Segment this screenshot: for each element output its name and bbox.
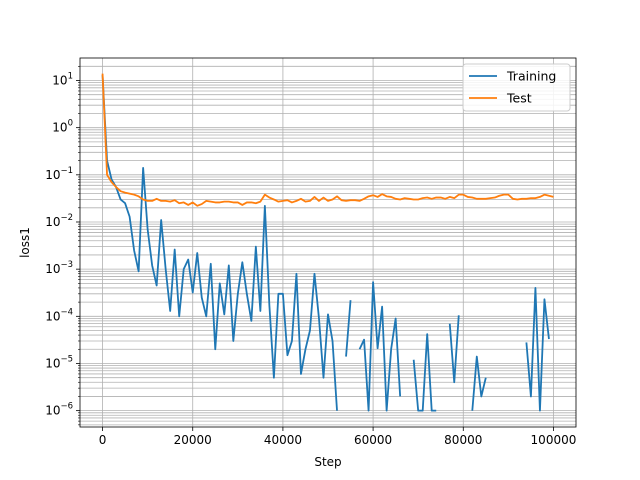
- y-tick-label-exponent: −1: [60, 166, 73, 176]
- major-grid: [80, 58, 576, 427]
- y-tick-label: 10−3: [45, 260, 73, 276]
- x-tick-label: 0: [99, 433, 107, 447]
- x-tick-label: 80000: [444, 433, 482, 447]
- series-line-training: [345, 300, 352, 357]
- y-tick-label-exponent: 0: [68, 119, 73, 129]
- x-axis: 0 20000 40000 60000 80000 100000: [99, 427, 577, 447]
- series-line-training: [101, 75, 338, 411]
- series-line-training: [525, 287, 550, 412]
- y-tick-label: 10−4: [45, 307, 73, 323]
- series-line-training: [358, 281, 402, 412]
- y-tick-label-exponent: −4: [60, 307, 73, 317]
- y-tick-label-exponent: −3: [60, 260, 73, 270]
- y-tick-label: 10−2: [45, 213, 73, 229]
- series-line-training: [412, 333, 437, 412]
- y-tick-label-exponent: −6: [60, 402, 73, 412]
- y-tick-label: 100: [52, 119, 73, 135]
- y-tick-label: 10−6: [45, 402, 73, 418]
- y-tick-label-base: 10: [45, 168, 60, 182]
- x-tick-label: 40000: [264, 433, 302, 447]
- series-line-training: [471, 355, 487, 411]
- x-tick-label: 20000: [174, 433, 212, 447]
- y-tick-label-base: 10: [52, 121, 67, 135]
- y-tick-label-base: 10: [52, 74, 67, 88]
- y-tick-label-base: 10: [45, 215, 60, 229]
- y-tick-label-exponent: −5: [60, 354, 73, 364]
- x-tick-label: 60000: [354, 433, 392, 447]
- y-tick-label-base: 10: [45, 356, 60, 370]
- y-axis-title: loss1: [18, 227, 32, 258]
- legend-label-test: Test: [506, 91, 532, 106]
- y-tick-label-base: 10: [45, 262, 60, 276]
- series-line-training: [448, 315, 460, 384]
- y-tick-label: 10−1: [45, 166, 73, 182]
- y-tick-label-base: 10: [45, 309, 60, 323]
- y-tick-label: 10−5: [45, 354, 73, 370]
- plot-frame: [79, 57, 577, 428]
- x-axis-title: Step: [314, 455, 341, 469]
- legend-label-training: Training: [506, 69, 556, 84]
- series-layer: [101, 73, 554, 412]
- legend: Training Test: [462, 63, 571, 112]
- y-tick-label-exponent: 1: [68, 72, 73, 82]
- y-tick-label-base: 10: [45, 404, 60, 418]
- series-line-test: [101, 73, 554, 207]
- y-tick-label: 101: [52, 72, 73, 88]
- y-tick-label-exponent: −2: [60, 213, 73, 223]
- x-tick-label: 100000: [531, 433, 577, 447]
